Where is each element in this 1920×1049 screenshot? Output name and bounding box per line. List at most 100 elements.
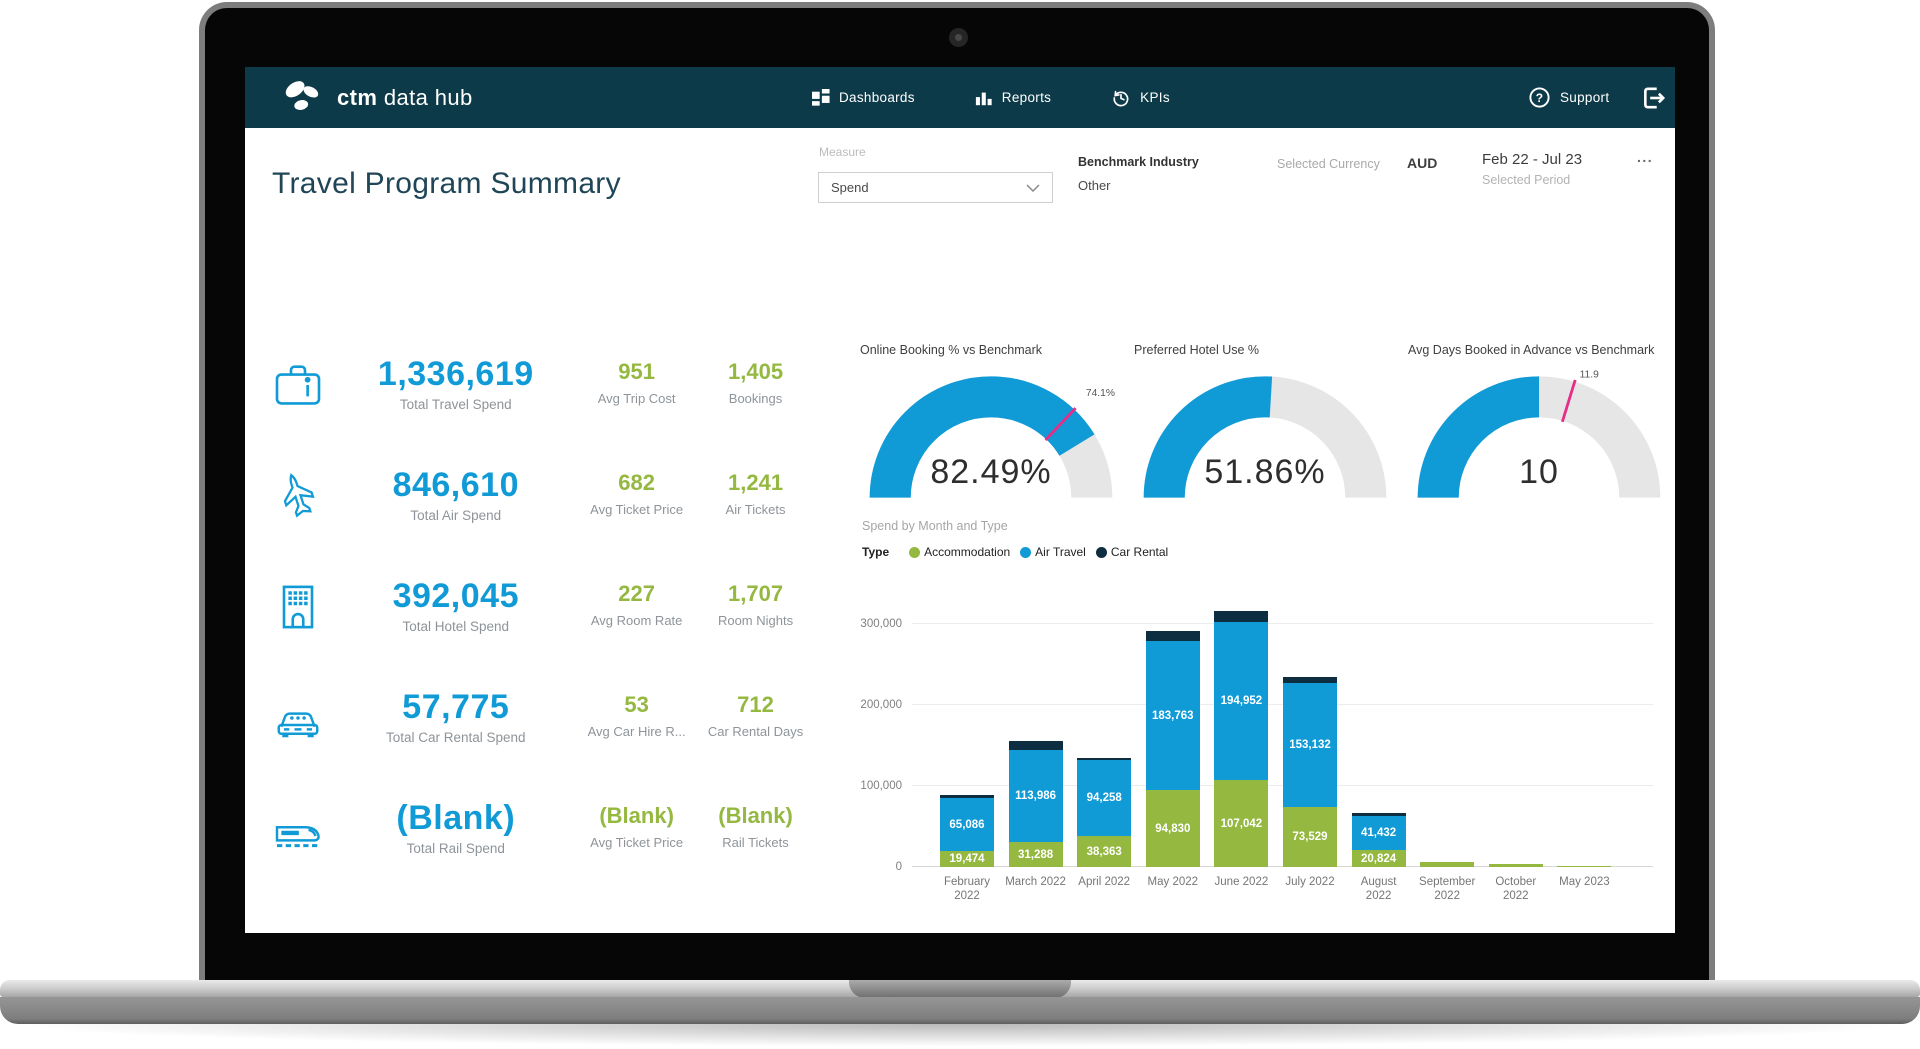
- support-button[interactable]: ? Support: [1528, 67, 1609, 128]
- selected-period-value[interactable]: Feb 22 - Jul 23: [1482, 151, 1583, 168]
- bar-segment-air-travel: 94,258: [1077, 760, 1132, 836]
- metric-value: 392,045: [392, 577, 519, 615]
- stat-value: (Blank): [718, 803, 793, 828]
- gauge-arc: [1143, 376, 1387, 499]
- legend-title: Type: [862, 545, 890, 559]
- stat-value: 53: [624, 692, 649, 717]
- x-axis-label: March 2022: [1005, 876, 1066, 888]
- metric-row-travel: 1,336,619 Total Travel Spend 951 Avg Tri…: [270, 345, 815, 456]
- hotel-building-icon: [282, 585, 314, 629]
- main-nav: Dashboards Reports KPIs: [812, 67, 1170, 128]
- x-axis-label: February 2022: [943, 876, 991, 902]
- bar-april-2022: 38,363 94,258: [1077, 758, 1132, 867]
- bar-segment-accommodation: [1557, 866, 1612, 867]
- metric-row-air: 846,610 Total Air Spend 682 Avg Ticket P…: [270, 456, 815, 567]
- selected-currency-value[interactable]: AUD: [1407, 155, 1438, 171]
- nav-item-kpis[interactable]: KPIs: [1111, 88, 1170, 108]
- stat-label: Room Nights: [717, 613, 794, 628]
- bar-segment-accommodation: 31,288: [1008, 842, 1063, 867]
- metric-row-car: 57,775 Total Car Rental Spend 53 Avg Car…: [270, 678, 815, 789]
- logout-button[interactable]: [1641, 67, 1667, 128]
- gauge-title: Avg Days Booked in Advance vs Benchmark: [1408, 343, 1655, 357]
- gauge-target-marker: [1044, 407, 1077, 441]
- train-icon: [275, 826, 320, 848]
- legend-item[interactable]: Air Travel: [1020, 545, 1086, 559]
- legend-item[interactable]: Car Rental: [1095, 545, 1168, 559]
- gridline: [912, 785, 1653, 786]
- bar-segment-car-rental: [940, 795, 994, 798]
- bar-june-2022: 107,042 194,952: [1214, 611, 1269, 867]
- bar-value-label: 94,258: [1086, 792, 1122, 804]
- brand: ctm data hub: [282, 67, 473, 128]
- stat-label: Avg Ticket Price: [590, 835, 684, 850]
- svg-text:?: ?: [1536, 91, 1544, 105]
- gauge-target-label: 74.1%: [1086, 388, 1115, 399]
- stat-label: Car Rental Days: [707, 724, 804, 739]
- measure-value: Spend: [831, 180, 869, 195]
- bar-february-2022: 19,474 65,086: [940, 795, 994, 867]
- measure-select[interactable]: Spend: [818, 172, 1053, 203]
- gauge-arc: 74.1%: [869, 376, 1115, 499]
- stat-label: Rail Tickets: [722, 835, 789, 850]
- laptop-shadow: [30, 1024, 1890, 1046]
- legend-dot-icon: [1020, 546, 1032, 558]
- legend-items: Accommodation Air Travel Car Rental: [909, 545, 1168, 559]
- bar-march-2022: 31,288 113,986: [1008, 741, 1063, 867]
- plot-area: 0 100,000 200,000 300,000 19,474 65,086 Februa…: [860, 607, 1653, 902]
- bar-value-label: 31,288: [1018, 848, 1054, 861]
- stat-label: Avg Ticket Price: [590, 502, 684, 517]
- bar-july-2022: 73,529 153,132: [1283, 677, 1337, 867]
- bar-segment-car-rental: [1351, 813, 1406, 816]
- y-axis-tick: 0: [895, 861, 902, 873]
- bar-segment-accommodation: 107,042: [1214, 780, 1269, 867]
- bar-value-label: 38,363: [1086, 845, 1122, 858]
- bar-segment-accommodation: 20,824: [1351, 850, 1406, 867]
- gridline: [912, 866, 1653, 867]
- stat-value: 1,707: [728, 581, 784, 606]
- dashboard-screen: ctm data hub Dashboards Reports: [245, 67, 1675, 933]
- bar-segment-air-travel: 65,086: [940, 798, 994, 851]
- x-axis-label: August 2022: [1360, 876, 1397, 902]
- bar-value-label: 153,132: [1289, 739, 1331, 751]
- stat-label: Avg Car Hire R...: [587, 724, 686, 739]
- metric-value: 846,610: [392, 466, 519, 504]
- nav-item-dashboards[interactable]: Dashboards: [812, 88, 915, 107]
- legend-dot-icon: [1095, 546, 1107, 558]
- legend-dot-icon: [909, 546, 921, 558]
- brand-name: ctm data hub: [337, 84, 473, 110]
- chart-legend: Type Accommodation Air Travel Car Rental: [862, 545, 1168, 559]
- x-axis-label: May 2023: [1559, 876, 1610, 888]
- gauge-days-in-advance: 11.9 Avg Days Booked in Advance vs Bench…: [1408, 343, 1670, 513]
- stat-label: Avg Trip Cost: [597, 391, 676, 406]
- reports-barchart-icon: [975, 92, 992, 105]
- bar-segment-accommodation: [1420, 862, 1475, 867]
- bar-segment-accommodation: 73,529: [1283, 807, 1337, 867]
- stat-value: (Blank): [599, 803, 674, 828]
- x-axis-label: September 2022: [1419, 876, 1476, 902]
- chart-title: Spend by Month and Type: [862, 519, 1008, 533]
- bar-october-2022: [1488, 864, 1543, 867]
- bar-segment-accommodation: 19,474: [940, 851, 994, 867]
- bar-value-label: 65,086: [949, 818, 985, 831]
- metric-label: Total Hotel Spend: [402, 619, 510, 634]
- stat-label: Bookings: [728, 391, 783, 406]
- nav-item-reports[interactable]: Reports: [975, 89, 1051, 107]
- gauge-title: Preferred Hotel Use %: [1134, 343, 1260, 357]
- metric-label: Total Air Spend: [410, 508, 502, 523]
- stat-label: Air Tickets: [725, 502, 786, 517]
- bar-segment-air-travel: 183,763: [1145, 641, 1200, 790]
- dashboards-grid-icon: [812, 88, 830, 106]
- laptop-base-bottom: [0, 997, 1920, 1024]
- bar-segment-air-travel: 113,986: [1008, 750, 1063, 842]
- metric-label: Total Rail Spend: [406, 841, 505, 856]
- y-axis-tick: 100,000: [860, 780, 902, 792]
- gauge-value: 10: [1519, 453, 1559, 491]
- webcam: [949, 28, 968, 47]
- bar-segment-air-travel: 41,432: [1351, 816, 1406, 850]
- bar-value-label: 183,763: [1152, 709, 1194, 722]
- bar-segment-air-travel: 153,132: [1283, 683, 1337, 807]
- kpis-history-icon: [1113, 90, 1129, 106]
- bar-value-label: 107,042: [1220, 817, 1263, 830]
- more-options-button[interactable]: ...: [1637, 149, 1654, 165]
- legend-item[interactable]: Accommodation: [909, 545, 1010, 559]
